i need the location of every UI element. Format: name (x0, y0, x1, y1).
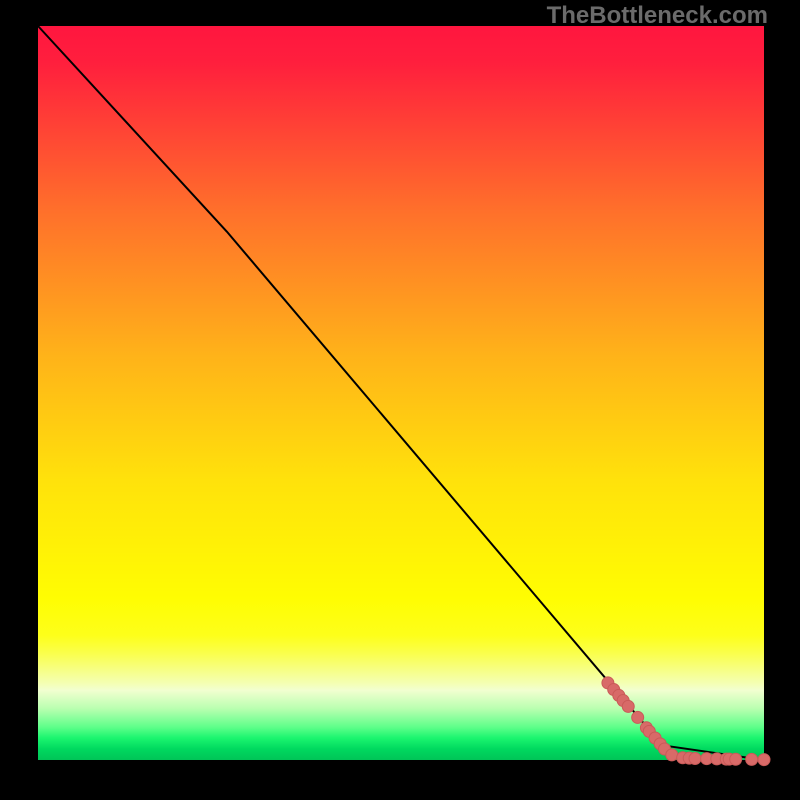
scatter-point (666, 749, 678, 761)
scatter-point (689, 753, 701, 765)
scatter-point (622, 700, 634, 712)
scatter-point (758, 754, 770, 766)
scatter-point (632, 711, 644, 723)
scatter-point (730, 753, 742, 765)
chart-svg (0, 0, 800, 800)
watermark-text: TheBottleneck.com (547, 2, 768, 30)
scatter-point (746, 753, 758, 765)
chart-frame: TheBottleneck.com (0, 0, 800, 800)
plot-background (38, 26, 764, 760)
